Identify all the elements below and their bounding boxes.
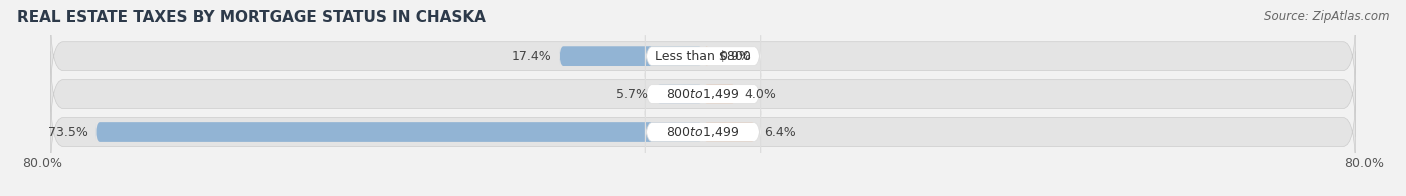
Text: $800 to $1,499: $800 to $1,499 (666, 125, 740, 139)
Text: 0.9%: 0.9% (718, 50, 751, 63)
FancyBboxPatch shape (657, 84, 703, 104)
FancyBboxPatch shape (645, 35, 761, 77)
FancyBboxPatch shape (560, 46, 703, 66)
Text: Less than $800: Less than $800 (655, 50, 751, 63)
FancyBboxPatch shape (51, 14, 1355, 99)
FancyBboxPatch shape (96, 122, 703, 142)
Text: 73.5%: 73.5% (48, 125, 87, 139)
FancyBboxPatch shape (51, 52, 1355, 137)
Text: REAL ESTATE TAXES BY MORTGAGE STATUS IN CHASKA: REAL ESTATE TAXES BY MORTGAGE STATUS IN … (17, 10, 485, 25)
Text: $800 to $1,499: $800 to $1,499 (666, 87, 740, 101)
FancyBboxPatch shape (703, 46, 710, 66)
FancyBboxPatch shape (51, 90, 1355, 174)
Text: 5.7%: 5.7% (616, 88, 648, 101)
Text: 4.0%: 4.0% (744, 88, 776, 101)
FancyBboxPatch shape (703, 84, 737, 104)
FancyBboxPatch shape (645, 73, 761, 115)
Text: 6.4%: 6.4% (763, 125, 796, 139)
FancyBboxPatch shape (645, 111, 761, 153)
Text: Source: ZipAtlas.com: Source: ZipAtlas.com (1264, 10, 1389, 23)
FancyBboxPatch shape (703, 122, 756, 142)
Text: 17.4%: 17.4% (512, 50, 551, 63)
